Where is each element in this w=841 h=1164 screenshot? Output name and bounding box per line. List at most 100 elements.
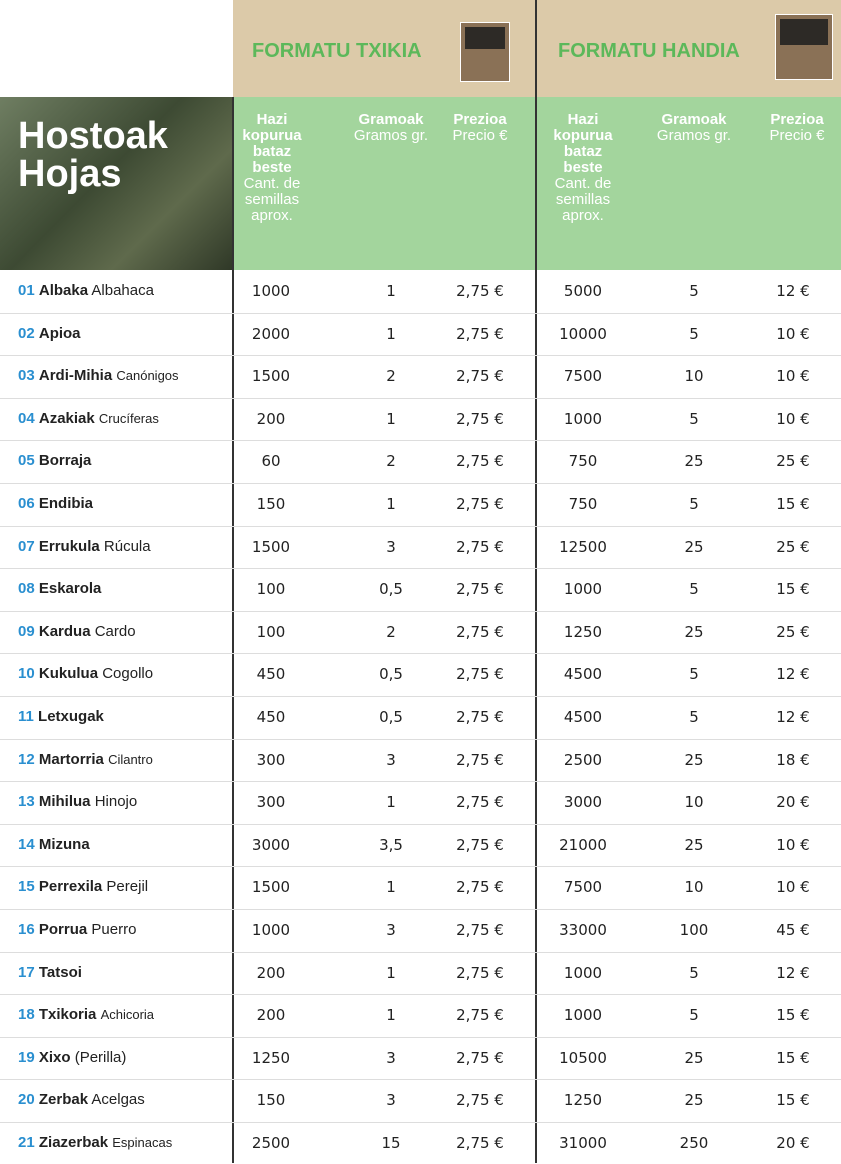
cell: 1500 <box>236 526 306 568</box>
cell: 150 <box>236 483 306 525</box>
item-name: 17 Tatsoi <box>18 952 82 994</box>
cell: 20 € <box>755 781 831 823</box>
item-name: 11 Letxugak <box>18 696 104 738</box>
cell: 100 <box>655 909 733 951</box>
item-number: 16 <box>18 921 35 938</box>
cell: 15 € <box>755 1037 831 1079</box>
item-number: 21 <box>18 1134 35 1151</box>
item-number: 07 <box>18 538 35 555</box>
cell: 2,75 € <box>440 824 520 866</box>
item-number: 01 <box>18 282 35 299</box>
item-name-eu: Endibia <box>39 495 93 512</box>
column-header-eu: Gramoak <box>655 112 733 128</box>
cell: 3000 <box>540 781 626 823</box>
column-header-es: Precio € <box>452 127 507 144</box>
cell: 200 <box>236 952 306 994</box>
cell: 33000 <box>540 909 626 951</box>
cell: 1000 <box>236 270 306 312</box>
item-name-eu: Kardua <box>39 623 91 640</box>
cell: 25 <box>655 440 733 482</box>
section-image: HostoakHojas <box>0 97 233 270</box>
item-number: 11 <box>18 708 34 725</box>
item-number: 14 <box>18 836 35 853</box>
product-image <box>775 14 833 80</box>
item-name: 13 Mihilua Hinojo <box>18 781 137 823</box>
cell: 12 € <box>755 653 831 695</box>
item-name-es: (Perilla) <box>75 1049 127 1066</box>
column-header: Hazi kopurua bataz besteCant. de semilla… <box>545 112 621 224</box>
cell: 21000 <box>540 824 626 866</box>
item-name: 04 Azakiak Crucíferas <box>18 398 159 440</box>
cell: 2,75 € <box>440 653 520 695</box>
cell: 2,75 € <box>440 440 520 482</box>
cell: 450 <box>236 696 306 738</box>
item-name: 21 Ziazerbak Espinacas <box>18 1122 172 1164</box>
item-name-eu: Zerbak <box>39 1091 88 1108</box>
item-name-es: Perejil <box>106 878 148 895</box>
cell: 2,75 € <box>440 1037 520 1079</box>
cell: 60 <box>236 440 306 482</box>
column-header-band <box>233 97 841 270</box>
cell: 200 <box>236 994 306 1036</box>
cell: 5 <box>655 398 733 440</box>
cell: 10 <box>655 781 733 823</box>
cell: 25 <box>655 824 733 866</box>
product-image <box>460 22 510 82</box>
cell: 2000 <box>236 313 306 355</box>
item-name: 09 Kardua Cardo <box>18 611 136 653</box>
cell: 25 <box>655 1037 733 1079</box>
cell: 0,5 <box>352 653 430 695</box>
cell: 1 <box>352 994 430 1036</box>
item-name-eu: Txikoria <box>39 1006 97 1023</box>
cell: 300 <box>236 781 306 823</box>
item-name-es: Crucíferas <box>99 411 159 426</box>
cell: 1 <box>352 952 430 994</box>
section-title: HostoakHojas <box>18 117 168 193</box>
cell: 3 <box>352 739 430 781</box>
item-number: 19 <box>18 1049 35 1066</box>
cell: 7500 <box>540 355 626 397</box>
divider <box>232 97 234 1163</box>
cell: 15 <box>352 1122 430 1164</box>
item-name: 18 Txikoria Achicoria <box>18 994 154 1036</box>
cell: 15 € <box>755 994 831 1036</box>
cell: 10 € <box>755 313 831 355</box>
item-name-es: Rúcula <box>104 538 151 555</box>
cell: 12500 <box>540 526 626 568</box>
column-header: PrezioaPrecio € <box>755 112 839 144</box>
item-name-es: Espinacas <box>112 1135 172 1150</box>
cell: 2,75 € <box>440 611 520 653</box>
cell: 200 <box>236 398 306 440</box>
cell: 1 <box>352 270 430 312</box>
item-name-eu: Letxugak <box>38 708 104 725</box>
cell: 100 <box>236 568 306 610</box>
cell: 1500 <box>236 355 306 397</box>
cell: 25 <box>655 739 733 781</box>
column-header-es: Gramos gr. <box>657 127 731 144</box>
cell: 2500 <box>236 1122 306 1164</box>
item-name: 03 Ardi-Mihia Canónigos <box>18 355 179 397</box>
item-number: 06 <box>18 495 35 512</box>
item-name: 06 Endibia <box>18 483 93 525</box>
item-name-eu: Azakiak <box>39 410 95 427</box>
cell: 2,75 € <box>440 1122 520 1164</box>
cell: 5 <box>655 270 733 312</box>
item-number: 09 <box>18 623 35 640</box>
cell: 25 € <box>755 440 831 482</box>
item-name-eu: Martorria <box>39 751 104 768</box>
cell: 1000 <box>540 568 626 610</box>
cell: 2,75 € <box>440 866 520 908</box>
cell: 3 <box>352 526 430 568</box>
cell: 2,75 € <box>440 355 520 397</box>
item-name: 02 Apioa <box>18 313 81 355</box>
item-name-es: Acelgas <box>91 1091 144 1108</box>
cell: 2,75 € <box>440 739 520 781</box>
cell: 1000 <box>540 994 626 1036</box>
cell: 1000 <box>540 952 626 994</box>
cell: 10000 <box>540 313 626 355</box>
format-title: FORMATU HANDIA <box>558 40 740 63</box>
cell: 100 <box>236 611 306 653</box>
cell: 2,75 € <box>440 526 520 568</box>
item-number: 17 <box>18 964 35 981</box>
cell: 20 € <box>755 1122 831 1164</box>
